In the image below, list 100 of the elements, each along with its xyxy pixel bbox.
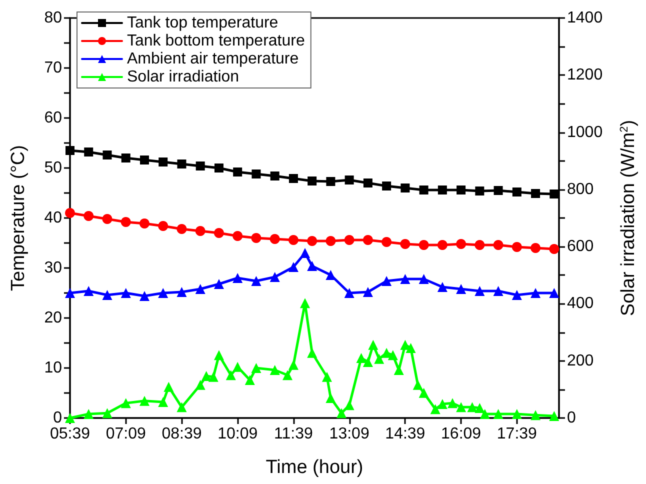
y-tick-label: 60 [44,110,62,126]
point [512,188,522,196]
point [512,409,522,419]
x-tick-label: 10:09 [218,426,258,442]
y-tick-label: 70 [44,60,62,76]
point [418,388,429,398]
point [214,164,224,172]
point [120,288,131,298]
point [549,288,560,298]
point [374,354,384,364]
point [158,158,168,166]
point [208,372,218,382]
point [288,235,298,245]
point [158,397,168,407]
point [270,172,280,180]
point [437,240,448,250]
legend-label: Tank bottom temperature [127,32,305,50]
point [307,348,318,358]
point [214,279,224,289]
point [400,184,410,192]
point [438,186,447,194]
y-tick-label: 20 [44,310,62,326]
point [102,214,112,224]
y-tick-label: 50 [44,160,62,176]
point [456,239,466,249]
point [139,218,150,228]
point [195,284,206,294]
legend-label: Ambient air temperature [127,50,299,68]
y-tick-label: 10 [44,360,62,376]
point [251,276,262,286]
point [456,186,466,194]
point [214,228,224,238]
point [550,190,559,198]
point [176,224,187,234]
point [493,409,504,419]
point [84,148,94,156]
y2-axis-title: Solar irradiation (W/m2) [618,120,639,316]
x-tick-label: 05:39 [50,426,90,442]
point [288,174,298,183]
x-tick-label: 11:39 [274,426,313,442]
point [176,287,187,297]
y2-tick-label: 1200 [567,66,603,84]
point [65,208,75,218]
point [214,350,224,360]
point [437,399,448,409]
x-tick-label: 13:09 [329,426,370,442]
point [368,340,378,350]
point [322,372,332,382]
point [447,398,458,408]
y2-tick-label: 400 [567,295,594,312]
point [363,178,372,188]
x-tick-label: 17:39 [496,426,538,442]
point [65,288,75,298]
point [493,240,504,250]
point [549,244,560,254]
point [102,408,112,418]
point [530,410,541,420]
point [84,286,94,296]
point [530,243,541,253]
point [176,402,187,412]
point [418,274,429,284]
y-tick-label: 80 [44,10,62,26]
x-tick-label: 08:39 [162,426,202,442]
point [233,168,242,176]
y-tick-label: 40 [44,210,62,226]
point [474,240,485,250]
y2-tick-label: 1000 [567,124,603,141]
point [362,235,373,245]
point [344,176,354,184]
x-tick-label: 07:09 [106,426,146,442]
point [419,186,428,194]
point [270,365,280,375]
point [244,375,255,385]
point [494,186,503,195]
point [102,150,112,160]
point [288,262,298,272]
point [308,176,317,186]
point [336,408,346,418]
point [530,288,541,298]
point [139,396,150,406]
point [362,357,373,367]
point [288,360,298,370]
y2-tick-label: 1400 [567,10,603,26]
point [196,162,205,170]
y2-tick-label: 0 [567,410,576,426]
point [195,226,206,236]
point [158,288,168,298]
point [232,273,243,283]
y-tick-label: 0 [53,410,62,426]
x-axis-title: Time (hour) [266,457,364,478]
point [282,370,292,380]
point [121,154,130,162]
point [140,156,149,164]
point [120,398,131,408]
point [120,217,131,227]
point [356,353,366,363]
point [474,286,485,296]
legend-label: Solar irradiation [127,68,240,86]
point [326,177,336,186]
point [84,409,94,419]
